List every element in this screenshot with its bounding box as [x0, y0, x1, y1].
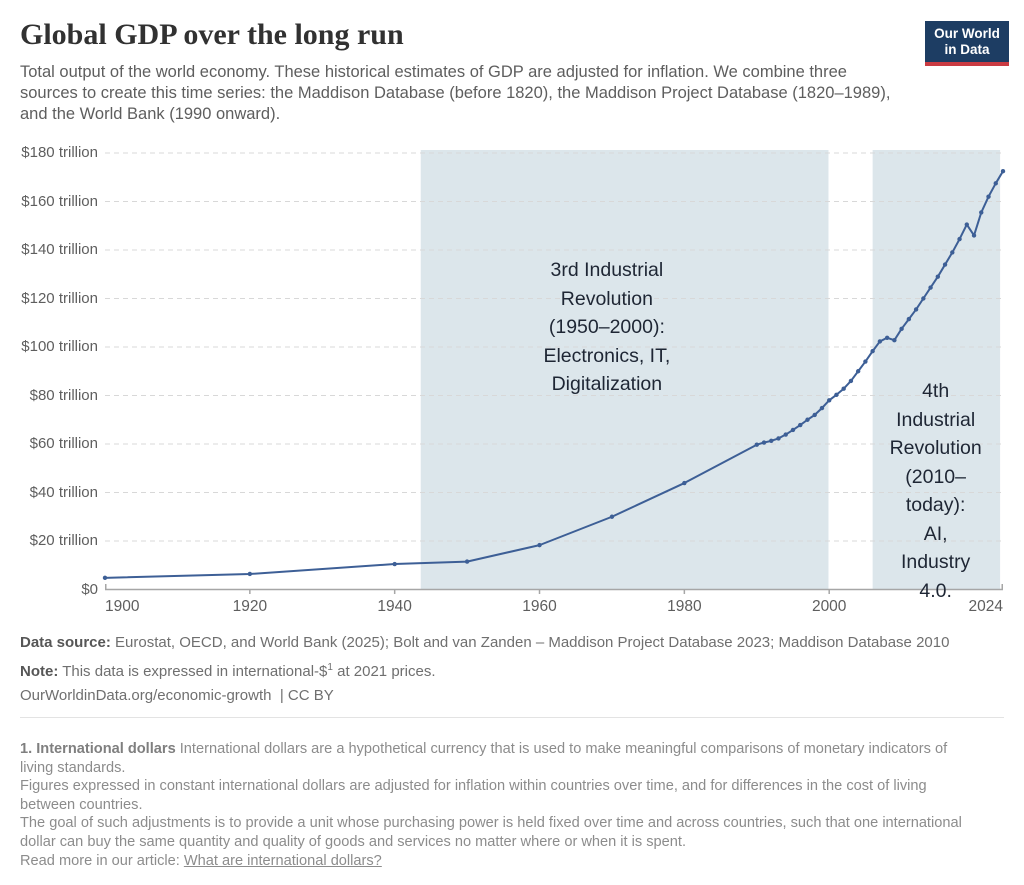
data-point	[928, 285, 933, 290]
x-axis-label: 1940	[377, 598, 412, 615]
data-point	[935, 274, 941, 279]
data-point	[812, 412, 817, 418]
data-point	[834, 392, 839, 397]
data-point	[884, 335, 890, 340]
x-axis-label: 1980	[667, 598, 702, 615]
data-point	[102, 575, 108, 581]
license-badge: | CC BY	[271, 687, 334, 704]
owid-logo[interactable]: Our World in Data	[925, 21, 1009, 66]
owid-logo-line1: Our World	[934, 26, 1000, 41]
data-point	[877, 339, 883, 344]
data-point	[899, 326, 904, 332]
page-title: Global GDP over the long run	[20, 18, 404, 51]
read-more-text: Read more in our article:	[20, 852, 184, 869]
y-axis-label: $0	[81, 580, 98, 598]
data-point	[892, 338, 897, 343]
y-axis-label: $120 trillion	[21, 289, 98, 307]
footnote-paragraph-2: Figures expressed in constant internatio…	[20, 778, 927, 813]
data-point	[950, 250, 955, 255]
data-point	[805, 417, 810, 422]
data-point	[826, 398, 832, 403]
footnote-paragraph-1: 1. International dollars International d…	[20, 740, 970, 777]
note-text-end: at 2021 prices.	[332, 662, 436, 680]
data-point	[957, 236, 962, 242]
data-point	[841, 386, 846, 391]
y-axis-label: $180 trillion	[21, 144, 98, 161]
data-point	[798, 422, 803, 428]
chart-plot-area	[102, 150, 1006, 594]
data-point	[247, 571, 253, 577]
data-point	[1000, 168, 1006, 174]
annotation-3rd-industrial-revolution: 3rd Industrial Revolution (1950–2000): E…	[543, 258, 671, 395]
data-point	[464, 559, 470, 564]
data-point	[942, 262, 948, 267]
note-line: Note: This data is expressed in internat…	[20, 656, 949, 685]
data-point	[971, 233, 977, 238]
data-point	[921, 296, 926, 301]
data-point	[537, 542, 542, 548]
owid-url: OurWorldinData.org/economic-growth	[20, 687, 272, 704]
y-axis-label: $60 trillion	[29, 435, 98, 452]
footnote-divider	[20, 717, 1004, 718]
data-point	[906, 316, 912, 322]
owid-logo-line2: in Data	[944, 42, 990, 57]
footnote-paragraph-3: The goal of such adjustments is to provi…	[20, 815, 962, 850]
chart-footer: Data source: Eurostat, OECD, and World B…	[20, 631, 949, 709]
gdp-line	[104, 170, 1004, 579]
data-point	[848, 378, 854, 384]
data-point	[761, 440, 767, 445]
annotation-4th-industrial-revolution: 4th Industrial Revolution (2010–today): …	[889, 380, 982, 602]
data-point	[783, 432, 788, 437]
data-point	[993, 181, 998, 186]
data-point	[863, 359, 868, 364]
data-point	[855, 369, 861, 374]
footnote-paragraph-4: Read more in our article: What are inter…	[20, 852, 970, 871]
data-source-label: Data source:	[20, 634, 111, 651]
data-point	[986, 194, 991, 199]
note-text: This data is expressed in international-…	[58, 662, 328, 680]
data-point	[754, 442, 759, 447]
data-point	[609, 514, 615, 519]
footnote-marker: 1	[327, 661, 333, 673]
chart-subtitle: Total output of the world economy. These…	[20, 63, 891, 123]
y-axis-label: $40 trillion	[29, 483, 98, 501]
url-line: OurWorldinData.org/economic-growth | CC …	[20, 684, 949, 709]
y-axis-label: $100 trillion	[21, 338, 98, 355]
international-dollars-link[interactable]: What are international dollars?	[183, 852, 382, 869]
data-point	[819, 405, 825, 411]
data-point	[392, 561, 397, 567]
y-axis-label: $160 trillion	[21, 192, 98, 210]
data-point	[776, 436, 781, 441]
data-source-text: Eurostat, OECD, and World Bank (2025); B…	[110, 634, 950, 651]
data-point	[964, 222, 969, 227]
x-axis-label: 1960	[522, 598, 557, 615]
data-source-line: Data source: Eurostat, OECD, and World B…	[20, 631, 949, 656]
data-point	[769, 438, 774, 444]
data-point	[979, 210, 984, 215]
y-axis-label: $20 trillion	[29, 532, 98, 549]
note-label: Note:	[20, 662, 59, 680]
footnote-section: 1. International dollars International d…	[20, 740, 970, 870]
x-axis-label: 2000	[811, 598, 847, 615]
x-axis-label: 1920	[232, 598, 268, 615]
data-point	[870, 348, 875, 354]
x-axis-label: 2024	[968, 598, 1003, 615]
data-point	[790, 427, 796, 433]
footnote-text-1: International dollars are a hypothetical…	[20, 741, 948, 776]
data-point	[682, 480, 687, 486]
band-3rd-industrial-revolution	[420, 150, 829, 590]
y-axis-label: $140 trillion	[21, 241, 98, 258]
gdp-line-chart: $0 $20 trillion $40 trillion $60 trillion $8…	[0, 144, 1024, 625]
x-axis-label: 1900	[105, 598, 140, 615]
y-axis-label: $80 trillion	[29, 386, 98, 404]
data-point	[913, 307, 919, 312]
footnote-heading: 1. International dollars	[20, 741, 176, 757]
